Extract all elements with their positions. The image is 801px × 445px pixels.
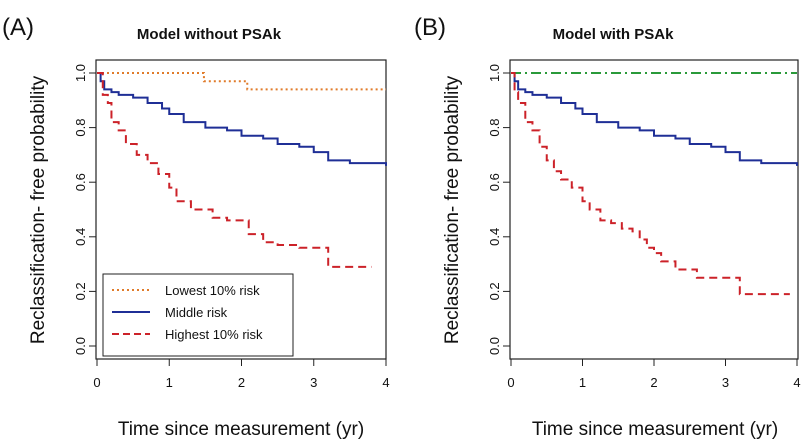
legend-box bbox=[102, 273, 294, 357]
panel-b-x-tick-label: 1 bbox=[579, 375, 586, 390]
panel-b-x-tick-label: 4 bbox=[793, 375, 800, 390]
panel-a-series bbox=[97, 72, 387, 268]
panel-b-curve-series-3 bbox=[511, 72, 790, 296]
panel-b-y-tick-label: 0.8 bbox=[487, 119, 502, 137]
panel-a-y-ticks: 0.0 0.2 0.4 0.6 0.8 1.0 bbox=[73, 64, 96, 355]
panel-b-y-tick-label: 0.6 bbox=[487, 173, 502, 191]
panel-a-y-tick-label: 0.0 bbox=[73, 337, 88, 355]
panel-b-x-tick-label: 2 bbox=[650, 375, 657, 390]
panel-a-y-tick-label: 1.0 bbox=[73, 64, 88, 82]
legend-label-middle-risk: Middle risk bbox=[165, 305, 228, 320]
panel-a: (A) Model without PSAk Reclassification-… bbox=[2, 14, 390, 440]
panel-a-x-tick-label: 2 bbox=[238, 375, 245, 390]
panel-a-curve-lowest-10-risk bbox=[97, 72, 386, 91]
panel-a-curve-highest-10-risk bbox=[97, 72, 372, 268]
panel-a-x-tick-label: 0 bbox=[93, 375, 100, 390]
panel-b-y-ticks: 0.0 0.2 0.4 0.6 0.8 1.0 bbox=[487, 64, 510, 355]
panel-a-y-tick-label: 0.4 bbox=[73, 228, 88, 246]
panel-a-curve-middle-risk bbox=[97, 72, 387, 166]
panel-b-title: Model with PSAk bbox=[553, 26, 675, 43]
panel-b-y-tick-label: 1.0 bbox=[487, 64, 502, 82]
panel-b-y-tick-label: 0.0 bbox=[487, 337, 502, 355]
panel-b-plot-frame bbox=[509, 59, 799, 360]
panel-b-curve-series-2 bbox=[511, 72, 798, 166]
panel-a-label: (A) bbox=[2, 14, 34, 41]
panel-b-x-axis-title: Time since measurement (yr) bbox=[532, 419, 778, 440]
panel-a-y-tick-label: 0.2 bbox=[73, 282, 88, 300]
panel-b-series bbox=[511, 72, 798, 296]
legend-label-highest-risk: Highest 10% risk bbox=[165, 327, 263, 342]
panel-b-label: (B) bbox=[414, 14, 446, 41]
panel-a-x-tick-label: 3 bbox=[310, 375, 317, 390]
panel-b-x-ticks: 0 1 2 3 4 bbox=[507, 359, 801, 390]
panel-a-y-tick-label: 0.8 bbox=[73, 119, 88, 137]
panel-b-x-tick-label: 3 bbox=[722, 375, 729, 390]
panel-a-x-tick-label: 4 bbox=[382, 375, 389, 390]
panel-b-y-tick-label: 0.4 bbox=[487, 228, 502, 246]
panel-b-x-tick-label: 0 bbox=[507, 375, 514, 390]
legend: Lowest 10% risk Middle risk Highest 10% … bbox=[102, 273, 294, 357]
panel-a-y-tick-label: 0.6 bbox=[73, 173, 88, 191]
panel-a-x-axis-title: Time since measurement (yr) bbox=[118, 419, 364, 440]
panel-a-title: Model without PSAk bbox=[137, 26, 282, 43]
panel-b-y-tick-label: 0.2 bbox=[487, 282, 502, 300]
panel-a-y-axis-title: Reclassification- free probability bbox=[28, 75, 49, 344]
legend-label-lowest-risk: Lowest 10% risk bbox=[165, 283, 260, 298]
panel-a-x-tick-label: 1 bbox=[166, 375, 173, 390]
panel-a-x-ticks: 0 1 2 3 4 bbox=[93, 359, 390, 390]
panel-b: (B) Model with PSAk Reclassification- fr… bbox=[414, 14, 801, 440]
panel-b-y-axis-title: Reclassification- free probability bbox=[442, 75, 463, 344]
